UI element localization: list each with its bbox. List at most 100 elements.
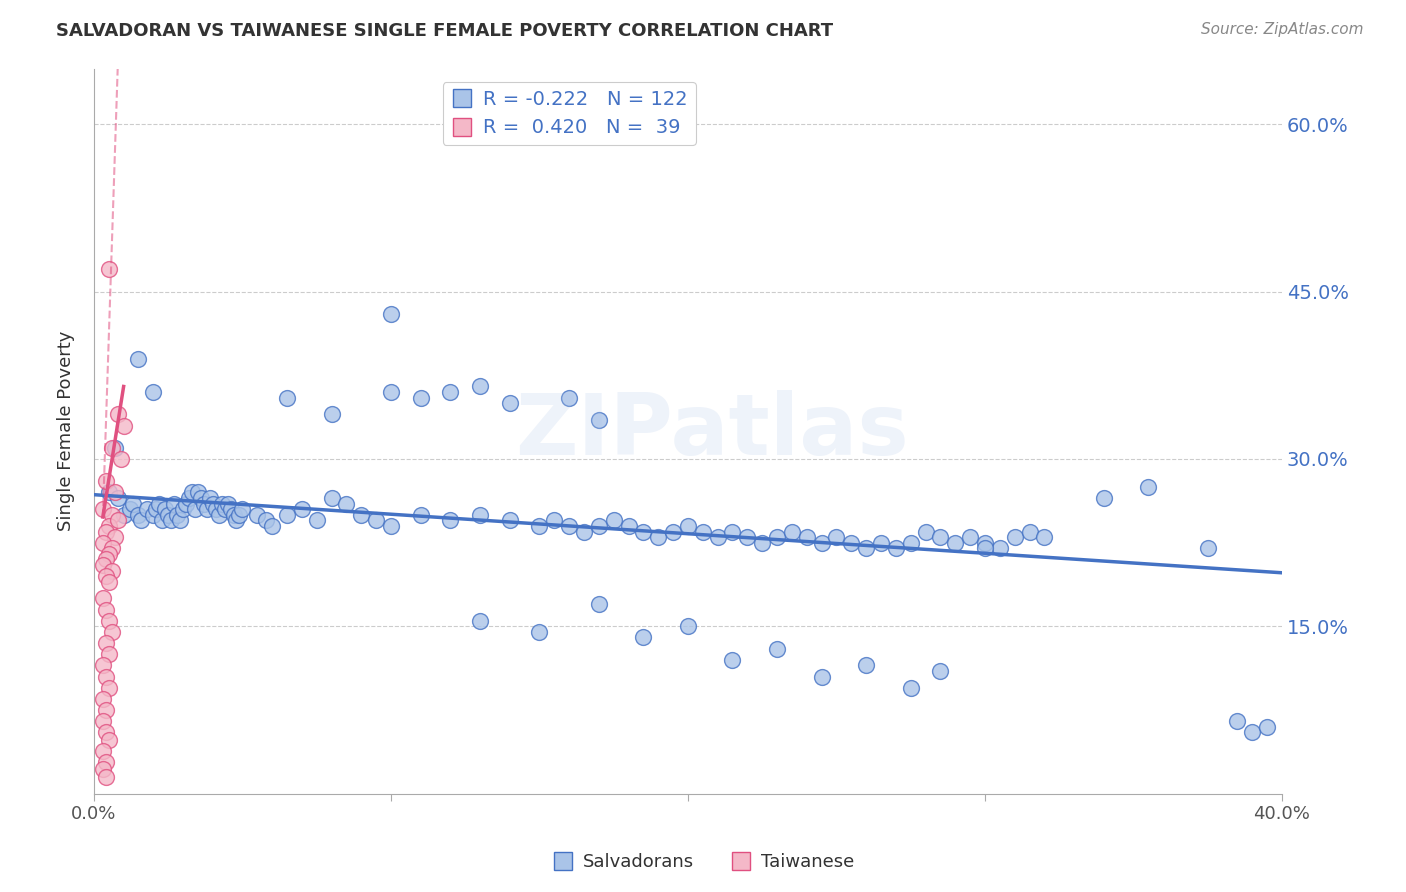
Point [751,535,773,549]
Point [529,519,551,533]
Point [543,513,565,527]
Point [169,513,191,527]
Point [204,502,226,516]
Point [246,508,269,522]
Point [929,530,952,544]
Point [97,614,120,628]
Point [468,508,491,522]
Point [94,756,117,770]
Point [91,535,114,549]
Point [97,647,120,661]
Point [91,591,114,606]
Point [766,530,789,544]
Point [174,497,197,511]
Point [439,385,461,400]
Point [1256,720,1278,734]
Point [94,636,117,650]
Point [228,508,250,522]
Point [104,441,127,455]
Point [104,485,127,500]
Point [633,631,655,645]
Point [633,524,655,539]
Point [766,641,789,656]
Point [91,658,114,673]
Point [943,535,966,549]
Point [721,524,744,539]
Point [558,391,581,405]
Point [1018,524,1040,539]
Point [721,653,744,667]
Point [222,508,245,522]
Point [160,513,183,527]
Point [884,541,907,556]
Point [529,624,551,639]
Point [150,513,173,527]
Point [350,508,373,522]
Point [810,669,832,683]
Point [97,262,120,277]
Point [276,508,298,522]
Point [94,569,117,583]
Point [780,524,803,539]
Point [929,664,952,678]
Point [97,574,120,589]
Point [121,497,143,511]
Point [91,558,114,572]
Point [647,530,669,544]
Point [335,497,357,511]
Text: ZIPatlas: ZIPatlas [515,390,908,473]
Point [127,508,149,522]
Point [112,508,135,522]
Point [217,497,239,511]
Point [676,519,699,533]
Point [214,502,236,516]
Point [1004,530,1026,544]
Point [157,508,180,522]
Point [439,513,461,527]
Point [94,552,117,566]
Point [692,524,714,539]
Point [305,513,328,527]
Point [1197,541,1219,556]
Point [97,485,120,500]
Point [136,502,159,516]
Point [959,530,981,544]
Point [104,530,127,544]
Point [855,658,877,673]
Point [145,502,167,516]
Point [110,452,132,467]
Point [193,497,215,511]
Point [588,519,610,533]
Point [91,502,114,516]
Point [988,541,1011,556]
Point [974,541,997,556]
Point [94,475,117,489]
Point [100,508,122,522]
Point [870,535,893,549]
Y-axis label: Single Female Poverty: Single Female Poverty [58,331,75,532]
Point [112,418,135,433]
Point [195,502,218,516]
Point [94,524,117,539]
Point [1226,714,1249,728]
Point [97,681,120,695]
Point [94,725,117,739]
Point [190,491,212,505]
Point [380,385,402,400]
Text: SALVADORAN VS TAIWANESE SINGLE FEMALE POVERTY CORRELATION CHART: SALVADORAN VS TAIWANESE SINGLE FEMALE PO… [56,22,834,40]
Point [166,508,188,522]
Point [148,497,170,511]
Point [706,530,728,544]
Point [208,508,231,522]
Point [142,508,165,522]
Point [409,391,432,405]
Point [499,513,522,527]
Point [198,491,221,505]
Point [974,535,997,549]
Point [181,485,204,500]
Point [855,541,877,556]
Point [142,385,165,400]
Point [118,502,141,516]
Point [172,502,194,516]
Point [409,508,432,522]
